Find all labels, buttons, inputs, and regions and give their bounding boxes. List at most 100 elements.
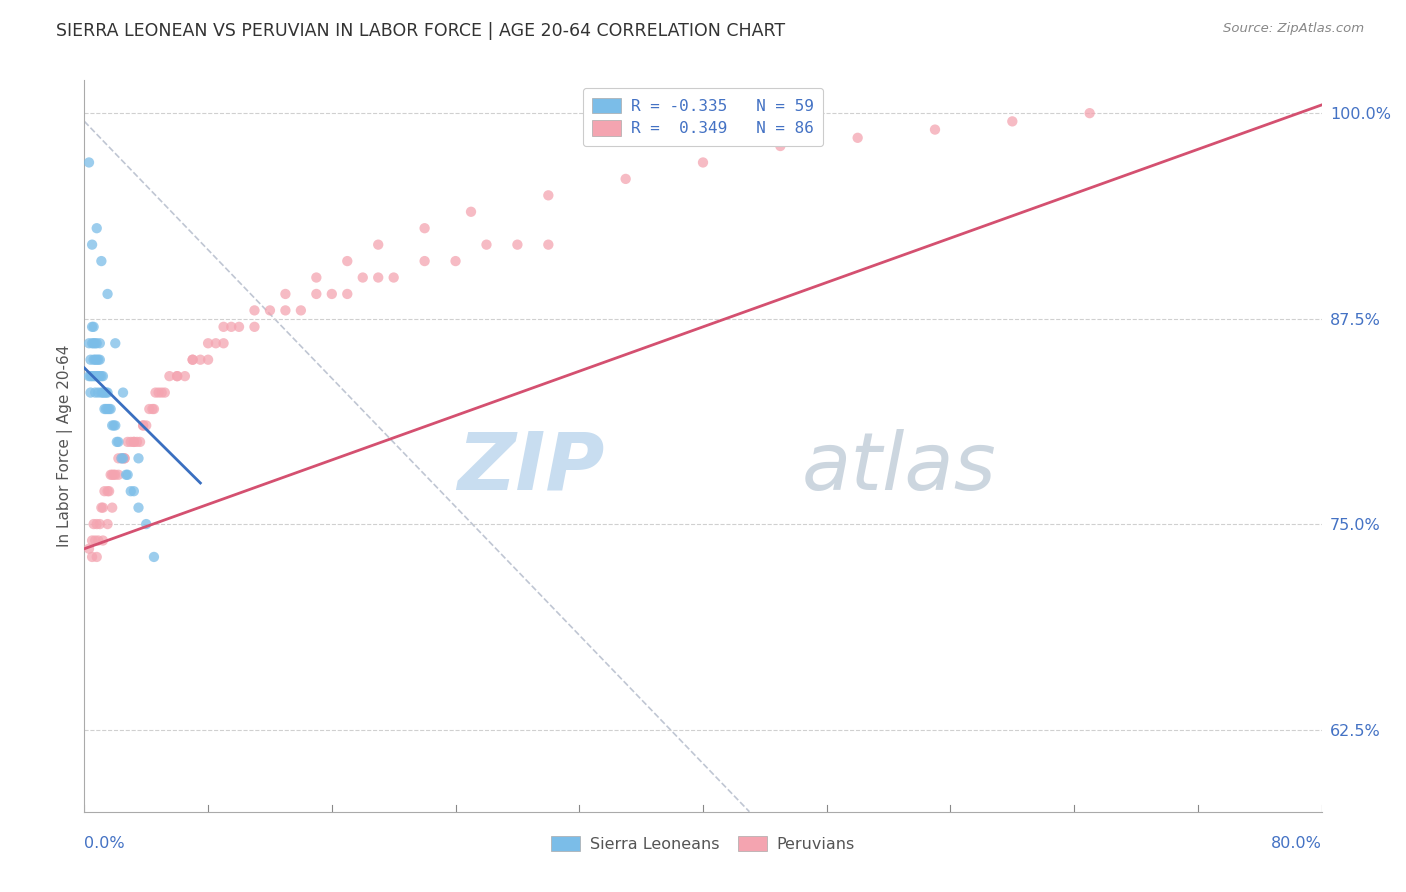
Point	[212, 336, 235, 351]
Point	[100, 402, 122, 417]
Point	[82, 549, 104, 564]
Point	[181, 352, 204, 367]
Point	[692, 155, 714, 169]
Point	[166, 369, 188, 384]
Point	[367, 237, 389, 252]
Point	[87, 352, 110, 367]
Point	[103, 467, 125, 482]
Point	[135, 517, 157, 532]
Point	[197, 336, 219, 351]
Point	[274, 287, 297, 301]
Point	[212, 319, 235, 334]
Point	[86, 549, 108, 564]
Point	[84, 385, 107, 400]
Point	[96, 402, 118, 417]
Point	[101, 500, 124, 515]
Point	[219, 319, 242, 334]
Point	[321, 287, 343, 301]
Point	[96, 287, 118, 301]
Point	[145, 385, 167, 400]
Point	[87, 533, 110, 548]
Point	[112, 451, 135, 466]
Point	[120, 484, 142, 499]
Point	[122, 434, 145, 449]
Point	[243, 303, 266, 318]
Text: SIERRA LEONEAN VS PERUVIAN IN LABOR FORCE | AGE 20-64 CORRELATION CHART: SIERRA LEONEAN VS PERUVIAN IN LABOR FORC…	[56, 22, 786, 40]
Point	[98, 484, 121, 499]
Point	[460, 204, 482, 219]
Point	[89, 369, 111, 384]
Point	[93, 402, 115, 417]
Point	[79, 385, 101, 400]
Point	[101, 467, 124, 482]
Point	[475, 237, 498, 252]
Point	[141, 402, 163, 417]
Point	[846, 130, 869, 145]
Point	[143, 402, 166, 417]
Point	[96, 517, 118, 532]
Point	[93, 484, 115, 499]
Point	[127, 500, 149, 515]
Point	[90, 369, 112, 384]
Point	[143, 549, 166, 564]
Point	[84, 533, 107, 548]
Point	[83, 319, 105, 334]
Point	[94, 385, 117, 400]
Point	[77, 155, 100, 169]
Point	[174, 369, 197, 384]
Point	[86, 369, 108, 384]
Point	[159, 369, 180, 384]
Point	[107, 434, 129, 449]
Point	[114, 451, 136, 466]
Point	[1001, 114, 1024, 128]
Point	[274, 303, 297, 318]
Point	[82, 237, 104, 252]
Point	[197, 352, 219, 367]
Point	[104, 467, 127, 482]
Point	[769, 139, 792, 153]
Point	[107, 467, 129, 482]
Point	[135, 418, 157, 433]
Point	[305, 270, 328, 285]
Point	[537, 188, 560, 202]
Point	[127, 451, 149, 466]
Point	[90, 254, 112, 268]
Point	[77, 336, 100, 351]
Point	[382, 270, 405, 285]
Point	[117, 467, 139, 482]
Point	[290, 303, 312, 318]
Point	[83, 369, 105, 384]
Point	[83, 336, 105, 351]
Point	[83, 352, 105, 367]
Point	[89, 336, 111, 351]
Point	[77, 369, 100, 384]
Point	[181, 352, 204, 367]
Point	[352, 270, 374, 285]
Point	[122, 484, 145, 499]
Point	[98, 402, 121, 417]
Point	[413, 254, 436, 268]
Point	[122, 434, 145, 449]
Point	[79, 369, 101, 384]
Point	[115, 467, 138, 482]
Point	[101, 418, 124, 433]
Y-axis label: In Labor Force | Age 20-64: In Labor Force | Age 20-64	[58, 345, 73, 547]
Point	[96, 385, 118, 400]
Point	[110, 451, 132, 466]
Point	[89, 517, 111, 532]
Text: ZIP: ZIP	[457, 429, 605, 507]
Point	[86, 336, 108, 351]
Point	[117, 434, 139, 449]
Point	[82, 533, 104, 548]
Point	[91, 369, 114, 384]
Point	[129, 434, 152, 449]
Point	[125, 434, 148, 449]
Point	[86, 352, 108, 367]
Text: 0.0%: 0.0%	[84, 837, 125, 851]
Point	[77, 541, 100, 556]
Text: 80.0%: 80.0%	[1271, 837, 1322, 851]
Point	[336, 254, 359, 268]
Point	[91, 500, 114, 515]
Text: atlas: atlas	[801, 429, 997, 507]
Point	[120, 434, 142, 449]
